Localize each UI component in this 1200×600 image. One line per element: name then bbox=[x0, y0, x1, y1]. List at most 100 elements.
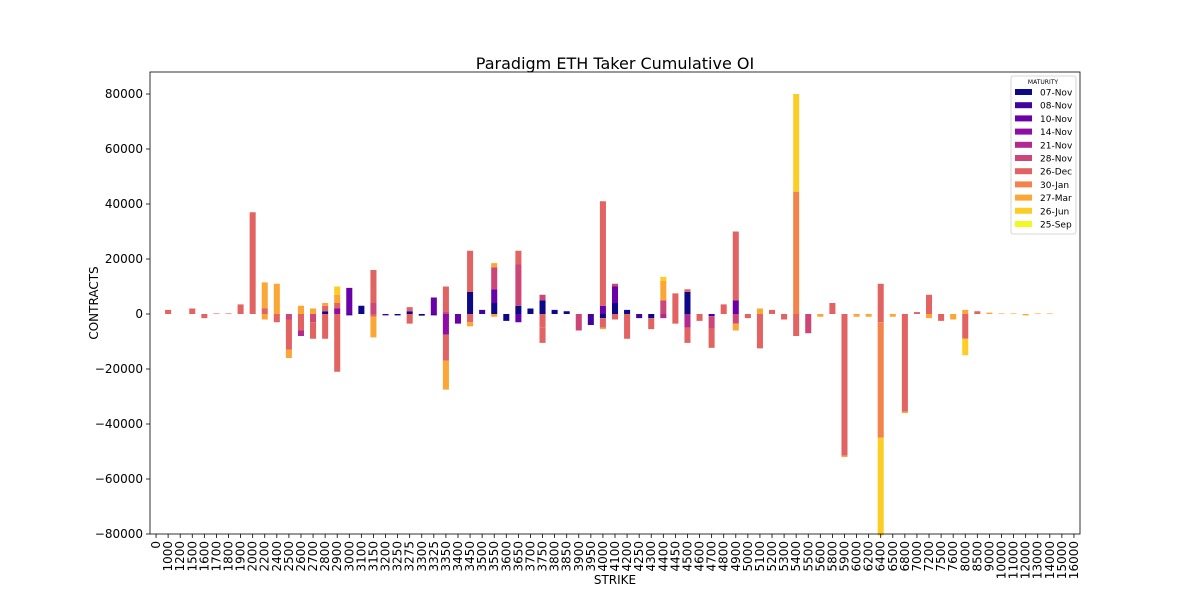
bar-segment-4900-27-Mar-3 bbox=[732, 323, 739, 331]
bar-segment-1600-26-Dec-0 bbox=[201, 314, 208, 319]
x-tick-label-12000: 12000 bbox=[1019, 541, 1033, 579]
bar-segment-5100-27-Mar-0 bbox=[756, 308, 763, 314]
bar-segment-3275-07-Nov-0 bbox=[406, 311, 413, 314]
bar-segment-2000-26-Dec-0 bbox=[249, 212, 256, 314]
bar-segment-1000-26-Dec-0 bbox=[165, 309, 172, 315]
bar-segment-1500-26-Dec-0 bbox=[189, 308, 196, 314]
x-axis-label: STRIKE bbox=[594, 573, 636, 587]
x-tick-label-1700: 1700 bbox=[209, 541, 223, 572]
bar-segment-4000-26-Dec-1 bbox=[599, 201, 606, 306]
bar-segment-3350-27-Mar-4 bbox=[442, 360, 449, 390]
x-tick-label-3550: 3550 bbox=[487, 541, 501, 572]
bar-segment-6500-27-Mar-0 bbox=[889, 314, 896, 317]
bar-segment-5400-30-Jan-0 bbox=[793, 191, 800, 315]
bar-segment-3550-27-Mar-4 bbox=[491, 314, 498, 317]
bar-segment-3400-10-Nov-0 bbox=[454, 314, 462, 324]
x-tick-label-5000: 5000 bbox=[741, 541, 755, 572]
legend-label-14-Nov: 14-Nov bbox=[1040, 128, 1073, 138]
legend-swatch-14-Nov bbox=[1015, 128, 1032, 135]
x-tick-label-2400: 2400 bbox=[270, 541, 284, 572]
bar-segment-4200-26-Dec-1 bbox=[624, 314, 631, 339]
x-tick-label-3200: 3200 bbox=[379, 541, 393, 572]
x-tick-label-2800: 2800 bbox=[318, 541, 332, 572]
bar-segment-4700-08-Nov-0 bbox=[708, 314, 715, 317]
bar-segment-3650-07-Nov-0 bbox=[515, 305, 522, 314]
bar-segment-2900-27-Mar-2 bbox=[334, 294, 341, 303]
bar-segment-8000-27-Mar-0 bbox=[962, 309, 969, 315]
bar-segment-12000-27-Mar-0 bbox=[1022, 314, 1029, 316]
bar-segment-5600-27-Mar-0 bbox=[817, 314, 824, 317]
x-tick-label-2200: 2200 bbox=[258, 541, 272, 572]
bar-segment-4000-07-Nov-2 bbox=[599, 314, 606, 319]
x-tick-label-8000: 8000 bbox=[958, 541, 972, 572]
bar-segment-5400-26-Dec-2 bbox=[793, 314, 800, 336]
legend-swatch-30-Jan bbox=[1015, 181, 1032, 188]
bar-segment-3250-07-Nov-0 bbox=[394, 314, 401, 316]
bar-segment-3325-08-Nov-1 bbox=[430, 314, 437, 316]
bar-segment-3600-07-Nov-0 bbox=[503, 314, 510, 321]
x-tick-label-3850: 3850 bbox=[560, 541, 574, 572]
x-tick-label-7200: 7200 bbox=[922, 541, 936, 572]
x-tick-label-11000: 11000 bbox=[1007, 541, 1021, 579]
x-tick-label-4500: 4500 bbox=[680, 541, 694, 572]
legend-swatch-21-Nov bbox=[1015, 141, 1032, 148]
bar-segment-3275-26-Dec-1 bbox=[406, 307, 413, 312]
bar-segment-3650-28-Nov-1 bbox=[515, 264, 522, 306]
bar-segment-4500-07-Nov-0 bbox=[684, 292, 691, 314]
bar-segment-3750-28-Nov-1 bbox=[539, 294, 546, 301]
bar-segment-13000-27-Mar-0 bbox=[1034, 313, 1041, 315]
y-tick-label--80000: −80000 bbox=[95, 527, 143, 541]
bar-segment-3650-10-Nov-3 bbox=[515, 314, 522, 323]
bar-segment-4800-26-Dec-0 bbox=[720, 304, 727, 315]
bar-segment-3550-28-Nov-2 bbox=[491, 267, 498, 290]
bar-segment-3750-26-Dec-3 bbox=[539, 327, 546, 343]
y-axis: −80000 −60000 −40000 −20000 0 20000 40000 60000… bbox=[95, 87, 150, 541]
x-tick-label-1600: 1600 bbox=[197, 541, 211, 572]
bar-segment-1800-26-Dec-0 bbox=[225, 313, 232, 315]
x-tick-label-4250: 4250 bbox=[632, 541, 646, 572]
x-tick-label-5400: 5400 bbox=[789, 541, 803, 572]
x-tick-label-3700: 3700 bbox=[523, 541, 537, 572]
legend-title: MATURITY bbox=[1028, 79, 1058, 86]
bar-segment-3350-14-Nov-2 bbox=[442, 314, 449, 335]
x-tick-label-5100: 5100 bbox=[753, 541, 767, 572]
bar-segment-4600-26-Dec-0 bbox=[696, 314, 703, 321]
bar-segment-4500-21-Nov-2 bbox=[684, 314, 691, 328]
x-tick-label-4100: 4100 bbox=[608, 541, 622, 572]
x-tick-label-5300: 5300 bbox=[777, 541, 791, 572]
bar-segment-2900-26-Dec-4 bbox=[334, 314, 341, 372]
legend-label-08-Nov: 08-Nov bbox=[1040, 102, 1073, 112]
y-tick-label-80000: 80000 bbox=[105, 87, 143, 101]
bar-segment-3350-26-Dec-3 bbox=[442, 334, 449, 361]
legend-swatch-26-Dec bbox=[1015, 168, 1032, 175]
bar-segment-8000-26-Jun-2 bbox=[962, 338, 969, 356]
bar-segment-4100-10-Nov-1 bbox=[611, 286, 619, 303]
bar-segment-6400-26-Dec-1 bbox=[877, 314, 884, 323]
bar-segment-4000-27-Mar-4 bbox=[599, 327, 606, 330]
bar-segment-3000-10-Nov-0 bbox=[346, 287, 353, 315]
bar-segment-4100-26-Dec-3 bbox=[611, 314, 619, 320]
x-tick-label-14000: 14000 bbox=[1043, 541, 1057, 579]
bar-segment-2500-26-Dec-1 bbox=[285, 319, 292, 350]
bar-segment-3150-28-Nov-0 bbox=[370, 303, 377, 314]
bar-segment-5900-27-Mar-1 bbox=[841, 455, 848, 458]
x-tick-label-3250: 3250 bbox=[391, 541, 405, 572]
bar-segment-4700-28-Nov-1 bbox=[708, 316, 715, 329]
x-tick-label-3650: 3650 bbox=[511, 541, 525, 572]
bar-segment-3650-26-Dec-2 bbox=[515, 250, 522, 265]
legend-label-21-Nov: 21-Nov bbox=[1040, 141, 1073, 151]
x-tick-label-15000: 15000 bbox=[1055, 541, 1069, 579]
bar-segment-5900-26-Dec-0 bbox=[841, 314, 848, 456]
bar-segment-6800-27-Mar-1 bbox=[901, 411, 908, 414]
legend-swatch-07-Nov bbox=[1015, 89, 1032, 95]
legend-label-25-Sep: 25-Sep bbox=[1040, 221, 1072, 231]
legend-label-28-Nov: 28-Nov bbox=[1040, 155, 1073, 165]
bar-segment-3800-07-Nov-0 bbox=[551, 309, 558, 315]
x-tick-label-6500: 6500 bbox=[886, 541, 900, 572]
legend-label-30-Jan: 30-Jan bbox=[1040, 181, 1069, 191]
bar-segment-2200-27-Mar-1 bbox=[261, 282, 268, 309]
legend-label-10-Nov: 10-Nov bbox=[1040, 115, 1073, 125]
bar-segment-4100-28-Nov-2 bbox=[611, 283, 619, 287]
x-tick-label-3350: 3350 bbox=[439, 541, 453, 572]
